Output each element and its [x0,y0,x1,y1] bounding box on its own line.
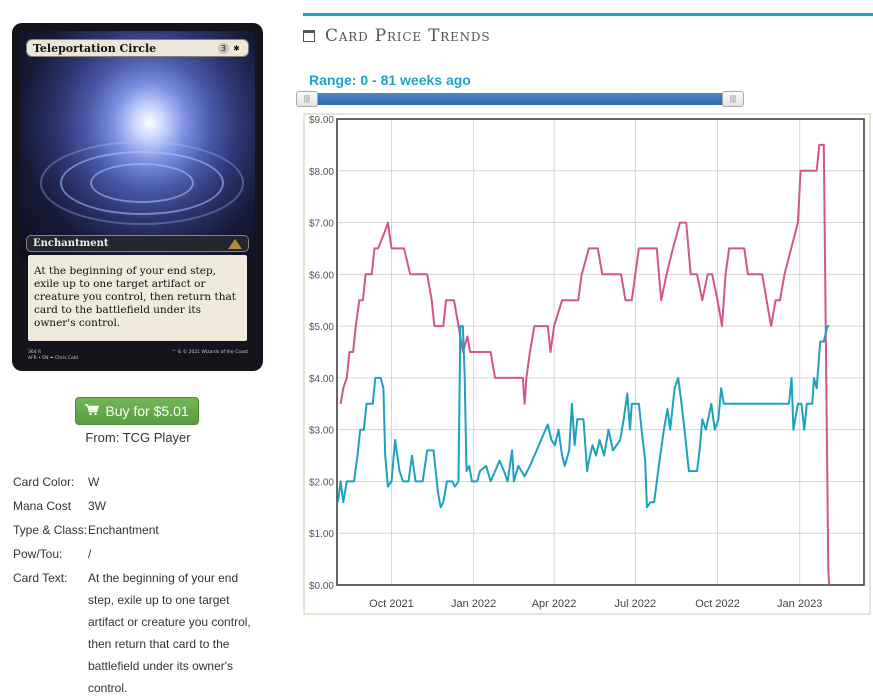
detail-value-pow-tou: / [88,547,92,561]
slider-handle-right[interactable]: ||| [722,91,744,107]
detail-label-card-text: Card Text: [13,571,68,585]
x-tick-label: Oct 2021 [369,598,414,610]
series-line-0 [339,143,831,586]
y-tick-label: $7.00 [309,219,334,230]
y-tick-label: $5.00 [309,322,334,333]
detail-value-color: W [88,475,100,489]
card-copyright: ™ & © 2021 Wizards of the Coast [171,350,248,355]
mana-white-icon: ✱ [231,42,242,54]
slider-handle-left[interactable]: ||| [296,91,318,107]
card-name: Teleportation Circle [33,41,157,55]
detail-label-pow-tou: Pow/Tou: [13,547,63,561]
card-image: Teleportation Circle 3 ✱ Enchantment At … [12,23,263,371]
x-tick-label: Apr 2022 [532,598,577,610]
section-accent-line [303,13,873,16]
y-tick-label: $6.00 [309,270,334,281]
mana-cost-symbols: 3 ✱ [218,42,242,54]
x-tick-label: Jul 2022 [615,598,657,610]
y-tick-label: $8.00 [309,167,334,178]
card-type-line: Enchantment [33,238,109,249]
mana-3-icon: 3 [218,42,229,54]
card-type-bar: Enchantment [26,235,249,252]
card-collector-info: 364 R AFR • EN ✒ Chris Cold [28,350,79,361]
y-tick-label: $4.00 [309,374,334,385]
y-tick-label: $9.00 [309,115,334,126]
detail-label-color: Card Color: [13,475,75,489]
series-line-1 [336,325,830,509]
price-chart-svg: $0.00 $1.00 $2.00 $3.00 $4.00 $5.00 $6.00 $7.00… [303,113,871,615]
card-footer: 364 R AFR • EN ✒ Chris Cold ™ & © 2021 W… [28,350,248,362]
card-art [20,31,255,261]
x-tick-label: Oct 2022 [695,598,740,610]
plot-border [336,118,865,586]
detail-value-mana-cost: 3W [88,499,106,513]
y-tick-label: $2.00 [309,477,334,488]
y-tick-label: $0.00 [309,581,334,592]
card-rules-text: At the beginning of your end step, exile… [34,265,236,329]
range-label: Range: 0 - 81 weeks ago [309,72,471,88]
y-tick-label: $1.00 [309,529,334,540]
range-slider[interactable]: ||| ||| [296,91,744,107]
card-name-bar: Teleportation Circle 3 ✱ [26,39,249,57]
shopping-cart-icon [85,403,100,419]
section-header: Card Price Trends [303,24,490,48]
y-tick-label: $3.00 [309,426,334,437]
section-title: Card Price Trends [325,26,491,46]
calendar-icon [303,30,315,42]
detail-label-type: Type & Class: [13,523,88,537]
price-chart: $0.00 $1.00 $2.00 $3.00 $4.00 $5.00 $6.00 $7.00… [303,113,871,615]
chart-plot-area [337,119,864,585]
buy-button[interactable]: Buy for $5.01 [75,397,199,425]
x-tick-label: Jan 2023 [777,598,822,610]
detail-value-card-text: At the beginning of your end step, exile… [88,571,251,695]
set-symbol-icon [228,238,242,249]
buy-source: From: TCG Player [85,430,191,445]
card-text-box: At the beginning of your end step, exile… [28,255,247,341]
x-tick-label: Jan 2022 [451,598,496,610]
buy-button-label: Buy for $5.01 [105,403,189,419]
slider-range-fill[interactable] [316,93,724,105]
detail-label-mana-cost: Mana Cost [13,499,72,513]
detail-value-type: Enchantment [88,523,159,537]
